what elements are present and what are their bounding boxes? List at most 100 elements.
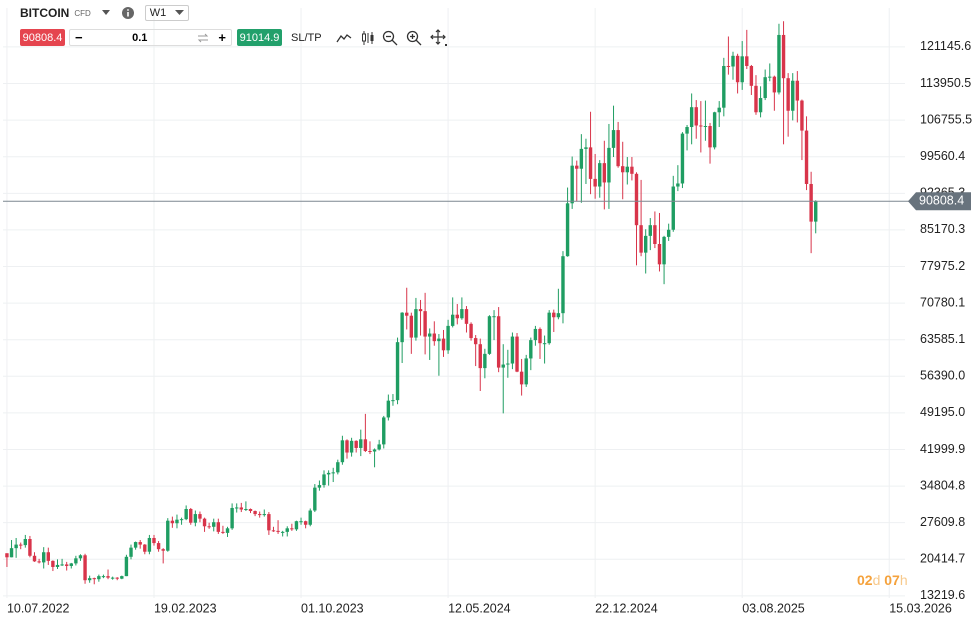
y-tick-label: 99560.4 [920,149,965,163]
candle-body [772,76,777,93]
zoom-in-icon[interactable] [406,30,422,46]
candle-body [795,80,800,101]
candle-body [225,528,230,533]
info-icon[interactable] [121,6,135,20]
candle-body [515,336,519,372]
candle-body [106,576,110,578]
candle-body [703,126,708,127]
candle-body [147,537,152,552]
candle-body [538,328,542,344]
candle-body [207,526,211,528]
candle-body [28,539,32,556]
candle-body [616,130,620,167]
candle-body [570,165,574,204]
candle-body [313,487,317,511]
candle-body [414,309,418,338]
candle-body [671,186,675,230]
candle-body [763,77,767,99]
price-label: 90808.4 [919,194,964,208]
candle-body [290,528,294,530]
candle-body [248,508,253,512]
candle-body [78,555,83,559]
candle-body [754,85,758,113]
candle-body [349,440,354,453]
y-tick-label: 41999.9 [920,442,965,456]
candle-body [809,183,813,222]
sell-button[interactable]: 90808.4 [20,29,65,46]
y-tick-label: 113950.5 [920,76,971,90]
candle-body [786,78,790,111]
candle-body [487,316,492,354]
candle-body [386,400,391,418]
candle-body [506,363,510,365]
candle-body [46,552,50,561]
tools-row: SL/TP [291,28,448,47]
candle-body [221,531,225,533]
candle-body [556,313,561,318]
candle-body [423,311,427,337]
candle-body [267,514,271,531]
move-icon[interactable] [429,28,448,47]
candle-body [230,507,234,529]
candle-body [382,417,386,445]
x-tick-label: 01.10.2023 [301,601,364,615]
candle-body [326,472,331,475]
swap-icon[interactable] [197,33,209,43]
candle-body [354,440,358,448]
buy-price: 91014.9 [239,31,280,44]
candle-body [607,147,611,183]
candle-body [496,316,501,368]
candle-body [32,555,37,562]
candle-body [377,444,381,450]
candle-body [575,165,579,169]
candle-body [561,256,565,314]
minus-button[interactable]: − [75,30,83,45]
candle-body [138,542,142,545]
candle-body [745,56,749,66]
x-tick-label: 03.08.2025 [742,601,805,615]
candle-body [189,508,193,523]
candle-body [74,558,78,564]
y-tick-label: 34804.8 [920,478,965,492]
candle-body [524,358,528,385]
buy-button[interactable]: 91014.9 [237,29,282,46]
candle-body [83,555,87,581]
candle-body [124,556,129,577]
candle-body [340,440,345,463]
line-chart-icon[interactable] [336,32,352,44]
candle-body [87,578,92,581]
symbol-caret[interactable] [101,9,111,17]
candle-body [437,338,441,342]
zoom-out-icon[interactable] [382,30,398,46]
candle-body [469,323,473,339]
candle-body [450,314,455,326]
candle-body [239,507,244,510]
symbol[interactable]: BITCOIN [20,6,70,20]
candle-body [800,100,804,131]
candle-body [740,56,744,83]
candle-body [758,98,763,113]
candle-body [781,34,786,79]
candle-body [202,518,207,527]
candle-body [699,125,703,127]
volume-input[interactable]: − 0.1 + [69,29,232,46]
y-tick-label: 27609.8 [920,515,965,529]
candle-body [510,336,515,364]
candle-body [198,514,202,519]
candle-body [598,163,602,187]
plus-button[interactable]: + [218,30,226,45]
timeframe-select[interactable]: W1 [144,5,189,21]
x-tick-label: 22.12.2024 [595,601,658,615]
candle-body [60,564,64,566]
candle-body [432,333,437,342]
candle-body [161,549,165,551]
sltp-button[interactable]: SL/TP [291,31,322,44]
candle-icon[interactable] [360,30,376,46]
candle-body [55,564,60,567]
y-tick-label: 56390.0 [920,369,965,383]
candle-body [120,576,124,579]
candle-body [42,552,46,563]
candle-body [552,312,556,318]
